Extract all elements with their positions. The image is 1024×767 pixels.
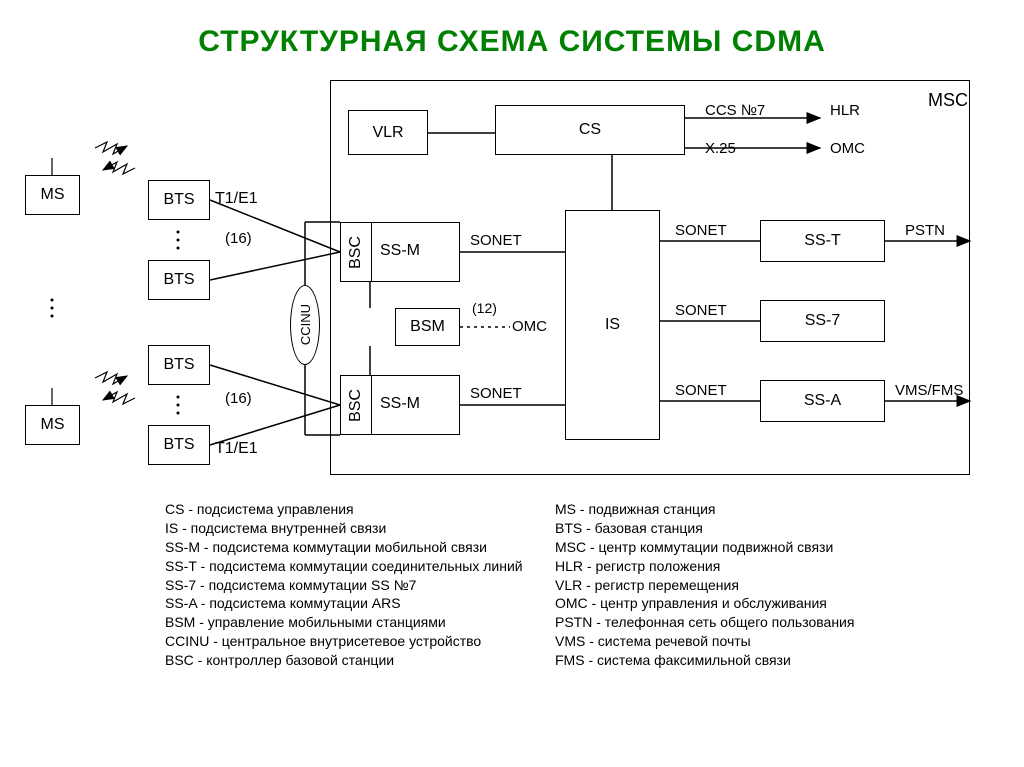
label-12: (12) bbox=[472, 300, 497, 316]
node-bts4: BTS bbox=[148, 425, 210, 465]
legend-item: SS-A - подсистема коммутации ARS bbox=[165, 594, 523, 613]
label-sonet5: SONET bbox=[675, 382, 727, 399]
node-cs-label: CS bbox=[579, 121, 601, 139]
legend-item: VMS - система речевой почты bbox=[555, 632, 854, 651]
legend-item: BTS - базовая станция bbox=[555, 519, 854, 538]
node-bts1-label: BTS bbox=[163, 191, 194, 209]
node-bts2: BTS bbox=[148, 260, 210, 300]
node-ms2: MS bbox=[25, 405, 80, 445]
node-ccinu-label: CCINU bbox=[298, 304, 313, 345]
node-vlr-label: VLR bbox=[372, 124, 403, 142]
legend-item: SS-7 - подсистема коммутации SS №7 bbox=[165, 576, 523, 595]
legend-item: FMS - система факсимильной связи bbox=[555, 651, 854, 670]
legend-item: SS-T - подсистема коммутации соединитель… bbox=[165, 557, 523, 576]
node-ssa: SS-A bbox=[760, 380, 885, 422]
label-ssm2: SS-M bbox=[380, 395, 420, 413]
node-sst-label: SS-T bbox=[804, 232, 840, 250]
node-bsm-label: BSM bbox=[410, 318, 445, 336]
legend-right: MS - подвижная станцияBTS - базовая стан… bbox=[555, 500, 854, 670]
legend-item: VLR - регистр перемещения bbox=[555, 576, 854, 595]
node-is-label: IS bbox=[605, 316, 620, 334]
label-16-1: (16) bbox=[225, 230, 252, 247]
label-msc: MSC bbox=[928, 90, 968, 111]
legend-item: PSTN - телефонная сеть общего пользовани… bbox=[555, 613, 854, 632]
legend-item: HLR - регистр положения bbox=[555, 557, 854, 576]
label-omc-top: OMC bbox=[830, 140, 865, 157]
label-sonet2: SONET bbox=[470, 385, 522, 402]
legend-item: MS - подвижная станция bbox=[555, 500, 854, 519]
node-ss7-label: SS-7 bbox=[805, 312, 841, 330]
label-ssm1: SS-M bbox=[380, 242, 420, 260]
node-is: IS bbox=[565, 210, 660, 440]
node-cs: CS bbox=[495, 105, 685, 155]
label-omc-bsm: OMC bbox=[512, 318, 547, 335]
node-ms1: MS bbox=[25, 175, 80, 215]
legend-item: CS - подсистема управления bbox=[165, 500, 523, 519]
label-x25: X.25 bbox=[705, 140, 736, 157]
node-ss7: SS-7 bbox=[760, 300, 885, 342]
legend-item: SS-M - подсистема коммутации мобильной с… bbox=[165, 538, 523, 557]
label-ccs7: CCS №7 bbox=[705, 102, 765, 119]
label-sonet3: SONET bbox=[675, 222, 727, 239]
page-title: СТРУКТУРНАЯ СХЕМА СИСТЕМЫ CDMA bbox=[0, 25, 1024, 59]
node-bsc2-inner: BSC bbox=[340, 375, 372, 435]
node-bsc2-label: BSC bbox=[347, 389, 365, 422]
node-bsm: BSM bbox=[395, 308, 460, 346]
legend-left: CS - подсистема управленияIS - подсистем… bbox=[165, 500, 523, 670]
label-t1e1-top: T1/E1 bbox=[215, 190, 258, 208]
label-vmsfms: VMS/FMS bbox=[895, 382, 963, 399]
label-pstn: PSTN bbox=[905, 222, 945, 239]
diagram-canvas: СТРУКТУРНАЯ СХЕМА СИСТЕМЫ CDMA MSC MS MS… bbox=[0, 0, 1024, 767]
node-ms1-label: MS bbox=[41, 186, 65, 204]
node-bts4-label: BTS bbox=[163, 436, 194, 454]
legend-item: BSC - контроллер базовой станции bbox=[165, 651, 523, 670]
node-bts2-label: BTS bbox=[163, 271, 194, 289]
label-sonet1: SONET bbox=[470, 232, 522, 249]
legend-item: CCINU - центральное внутрисетевое устрой… bbox=[165, 632, 523, 651]
node-ssa-label: SS-A bbox=[804, 392, 841, 410]
node-ccinu: CCINU bbox=[290, 285, 320, 365]
label-sonet4: SONET bbox=[675, 302, 727, 319]
node-ms2-label: MS bbox=[41, 416, 65, 434]
node-sst: SS-T bbox=[760, 220, 885, 262]
legend-item: OMC - центр управления и обслуживания bbox=[555, 594, 854, 613]
label-16-2: (16) bbox=[225, 390, 252, 407]
label-hlr: HLR bbox=[830, 102, 860, 119]
label-t1e1-bot: T1/E1 bbox=[215, 440, 258, 458]
node-bts3: BTS bbox=[148, 345, 210, 385]
legend-item: IS - подсистема внутренней связи bbox=[165, 519, 523, 538]
node-bts1: BTS bbox=[148, 180, 210, 220]
legend-item: BSM - управление мобильными станциями bbox=[165, 613, 523, 632]
node-bsc1-label: BSC bbox=[347, 236, 365, 269]
node-bts3-label: BTS bbox=[163, 356, 194, 374]
node-bsc1-inner: BSC bbox=[340, 222, 372, 282]
legend-item: MSC - центр коммутации подвижной связи bbox=[555, 538, 854, 557]
node-vlr: VLR bbox=[348, 110, 428, 155]
